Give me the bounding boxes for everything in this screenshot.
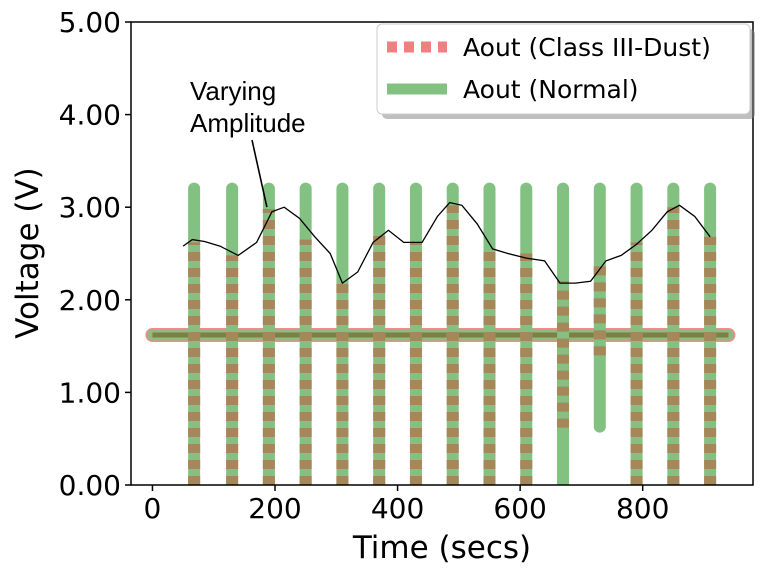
legend-label-dust: Aout (Class III-Dust): [463, 33, 711, 62]
annotation-line-0: Varying: [190, 76, 276, 106]
annotation-arrow: [251, 139, 268, 208]
legend-label-normal: Aout (Normal): [463, 75, 639, 104]
annotation-varying-amplitude: Varying Amplitude: [190, 76, 306, 138]
x-tick-label-1: 200: [248, 492, 301, 525]
y-tick-label-4: 4.00: [59, 99, 121, 132]
legend-box: [376, 23, 751, 115]
annotation-line-1: Amplitude: [190, 108, 306, 138]
y-axis-label: Voltage (V): [10, 167, 46, 339]
y-tick-label-3: 3.00: [59, 191, 121, 224]
x-axis-label: Time (secs): [352, 530, 531, 566]
y-tick-label-1: 1.00: [59, 376, 121, 409]
x-tick-label-2: 400: [371, 492, 424, 525]
amplitude-envelope: [182, 201, 711, 285]
plot-frame: [130, 21, 754, 486]
x-tick-label-3: 600: [493, 492, 546, 525]
y-tick-label-0: 0.00: [59, 469, 121, 502]
x-tick-label-0: 0: [144, 492, 162, 525]
y-tick-label-5: 5.00: [59, 6, 121, 39]
y-tick-label-2: 2.00: [59, 284, 121, 317]
x-tick-label-4: 800: [616, 492, 669, 525]
